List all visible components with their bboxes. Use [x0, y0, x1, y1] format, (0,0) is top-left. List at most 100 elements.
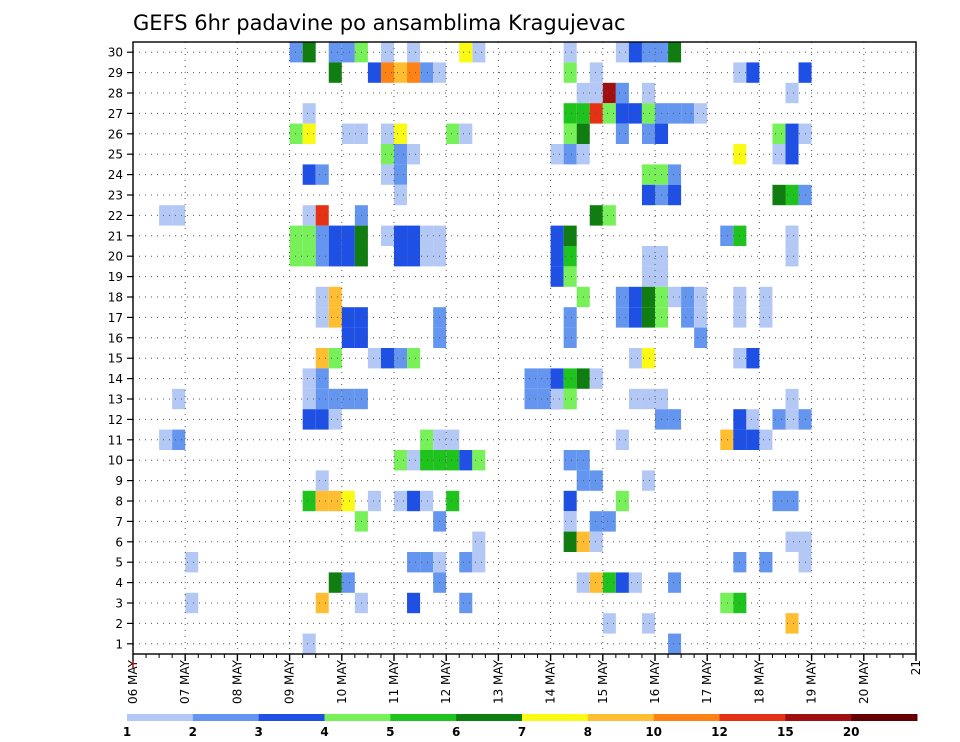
heatmap-cell: [694, 327, 708, 348]
heatmap-cell: [785, 144, 799, 165]
heatmap-cell: [341, 572, 355, 593]
heatmap-cell: [289, 225, 303, 246]
heatmap-cell: [785, 225, 799, 246]
heatmap-cell: [459, 42, 473, 63]
heatmap-cell: [563, 307, 577, 328]
legend-label: 5: [386, 725, 394, 739]
x-tick-label: 17 MAY: [700, 659, 714, 704]
heatmap-cell: [472, 531, 486, 552]
legend-swatch: [719, 714, 786, 721]
x-tick-label: 06 MAY: [126, 659, 140, 704]
heatmap-cell: [785, 388, 799, 410]
heatmap-cell: [563, 327, 577, 348]
y-tick-label: 1: [115, 637, 123, 651]
heatmap-cell: [472, 450, 486, 471]
heatmap-cell: [641, 307, 655, 328]
heatmap-cell: [602, 82, 616, 104]
heatmap-cell: [315, 368, 329, 389]
legend-swatch: [587, 714, 655, 721]
heatmap-cell: [694, 286, 708, 308]
heatmap-cell: [302, 123, 316, 144]
heatmap-cell: [563, 144, 577, 165]
x-tick-label: 11 MAY: [387, 659, 401, 704]
legend-label: 1: [123, 725, 131, 739]
heatmap-cell: [785, 82, 799, 104]
heatmap-cell: [394, 490, 408, 512]
y-tick-label: 30: [108, 46, 123, 60]
heatmap-cell: [563, 42, 577, 63]
heatmap-cell: [394, 164, 408, 185]
x-tick-label: 19 MAY: [805, 659, 819, 704]
y-tick-label: 25: [108, 148, 123, 162]
legend-swatch: [456, 714, 523, 721]
heatmap-cell: [628, 388, 642, 410]
y-tick-label: 21: [108, 229, 123, 243]
heatmap-cell: [407, 62, 421, 83]
heatmap-cell: [615, 42, 629, 63]
heatmap-cell: [641, 164, 655, 185]
heatmap-cell: [563, 62, 577, 83]
heatmap-cell: [589, 470, 603, 491]
heatmap-cell: [668, 572, 682, 593]
y-tick-label: 20: [108, 250, 123, 264]
heatmap-cell: [641, 613, 655, 634]
heatmap-cell: [328, 348, 342, 369]
heatmap-cell: [315, 409, 329, 430]
heatmap-cell: [628, 286, 642, 308]
heatmap-cell: [563, 103, 577, 124]
heatmap-cell: [367, 490, 381, 512]
heatmap-cell: [537, 388, 551, 410]
heatmap-cell: [563, 388, 577, 410]
x-tick-label: 09 MAY: [283, 659, 297, 704]
heatmap-cell: [563, 266, 577, 287]
x-tick-label: 13 MAY: [491, 659, 505, 704]
legend-label: 4: [320, 725, 328, 739]
y-tick-label: 18: [108, 291, 123, 305]
heatmap-cell: [785, 613, 799, 634]
heatmap-cell: [785, 531, 799, 552]
heatmap-cell: [394, 184, 408, 206]
heatmap-cell: [602, 572, 616, 593]
heatmap-cell: [459, 450, 473, 471]
x-tick-label: 12 MAY: [439, 659, 453, 704]
heatmap-cell: [759, 429, 773, 450]
heatmap-cell: [563, 246, 577, 267]
heatmap-cell: [668, 184, 682, 206]
heatmap-cell: [563, 450, 577, 471]
heatmap-cell: [524, 368, 538, 389]
heatmap-cell: [341, 246, 355, 267]
heatmap-cell: [420, 429, 434, 450]
legend-swatch: [258, 714, 325, 721]
legend-swatch: [851, 714, 918, 721]
heatmap-cell: [720, 225, 734, 246]
heatmap-cell: [615, 286, 629, 308]
heatmap-cell: [772, 144, 786, 165]
heatmap-cell: [785, 184, 799, 206]
heatmap-cell: [668, 633, 682, 654]
heatmap-cell: [407, 592, 421, 614]
heatmap-cell: [720, 429, 734, 450]
legend-label: 10: [645, 725, 662, 739]
heatmap-cell: [341, 490, 355, 512]
y-tick-label: 19: [108, 270, 123, 284]
heatmap-cell: [668, 286, 682, 308]
heatmap-cell: [641, 184, 655, 206]
heatmap-cell: [759, 307, 773, 328]
heatmap-cell: [380, 348, 394, 369]
heatmap-cell: [759, 286, 773, 308]
x-tick-label: 10 MAY: [335, 659, 349, 704]
heatmap-cell: [407, 42, 421, 63]
heatmap-cell: [315, 225, 329, 246]
heatmap-cell: [407, 144, 421, 165]
heatmap-cell: [694, 307, 708, 328]
heatmap-cell: [746, 62, 760, 83]
y-tick-label: 26: [108, 127, 123, 141]
heatmap-cell: [563, 511, 577, 532]
heatmap-cell: [172, 388, 186, 410]
heatmap-cell: [407, 552, 421, 573]
y-tick-label: 8: [115, 495, 123, 509]
legend-label: 3: [254, 725, 262, 739]
heatmap-cell: [289, 42, 303, 63]
heatmap-cell: [589, 103, 603, 124]
heatmap-cell: [367, 348, 381, 369]
